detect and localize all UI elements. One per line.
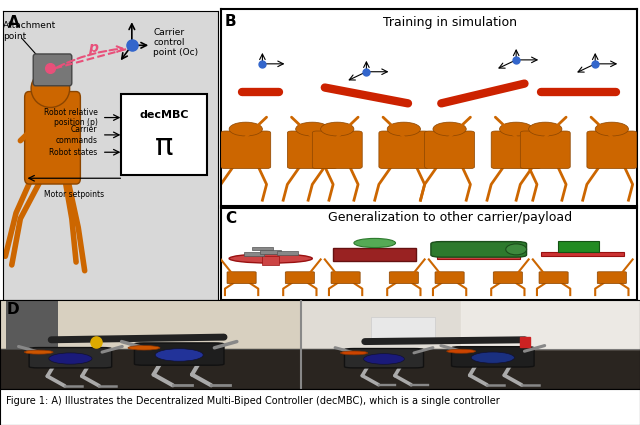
Text: Robot states: Robot states	[49, 148, 97, 157]
Text: A: A	[8, 15, 19, 30]
Text: Figure 1: A) Illustrates the Decentralized Multi-Biped Controller (decMBC), whic: Figure 1: A) Illustrates the Decentraliz…	[6, 396, 500, 406]
FancyBboxPatch shape	[435, 272, 464, 283]
Circle shape	[128, 346, 160, 350]
FancyBboxPatch shape	[597, 272, 627, 283]
Bar	[437, 255, 520, 258]
Text: Carrier
control
point (Oᴄ): Carrier control point (Oᴄ)	[154, 28, 198, 57]
Circle shape	[447, 349, 476, 353]
FancyBboxPatch shape	[33, 54, 72, 86]
Bar	[277, 251, 298, 255]
Ellipse shape	[595, 122, 628, 136]
Ellipse shape	[387, 122, 420, 136]
FancyBboxPatch shape	[379, 131, 429, 169]
FancyBboxPatch shape	[539, 272, 568, 283]
Ellipse shape	[156, 348, 204, 361]
Text: Attachment
point: Attachment point	[3, 21, 56, 40]
Ellipse shape	[321, 122, 354, 136]
FancyBboxPatch shape	[452, 347, 534, 367]
Ellipse shape	[49, 353, 92, 364]
Circle shape	[354, 238, 396, 247]
Text: decMBC: decMBC	[140, 110, 189, 120]
Text: Generalization to other carrier/payload: Generalization to other carrier/payload	[328, 211, 572, 224]
Bar	[252, 246, 273, 250]
Text: Motor setpoints: Motor setpoints	[44, 190, 104, 199]
Text: p: p	[88, 41, 98, 55]
FancyBboxPatch shape	[214, 6, 640, 209]
Bar	[244, 252, 264, 256]
Ellipse shape	[471, 352, 515, 363]
FancyBboxPatch shape	[121, 94, 207, 176]
Ellipse shape	[433, 122, 466, 136]
FancyBboxPatch shape	[344, 348, 424, 368]
FancyBboxPatch shape	[25, 91, 81, 184]
Bar	[558, 241, 600, 252]
FancyBboxPatch shape	[431, 241, 527, 257]
FancyBboxPatch shape	[285, 272, 314, 283]
FancyBboxPatch shape	[312, 131, 362, 169]
FancyBboxPatch shape	[221, 131, 271, 169]
Text: π: π	[155, 132, 173, 161]
Bar	[371, 317, 435, 343]
FancyBboxPatch shape	[425, 131, 474, 169]
Ellipse shape	[229, 254, 312, 263]
Ellipse shape	[364, 354, 404, 364]
Bar	[6, 300, 58, 348]
FancyBboxPatch shape	[214, 207, 640, 301]
Circle shape	[340, 351, 368, 355]
FancyBboxPatch shape	[520, 131, 570, 169]
FancyBboxPatch shape	[29, 348, 111, 368]
FancyBboxPatch shape	[492, 131, 541, 169]
Bar	[260, 250, 281, 254]
Text: Training in simulation: Training in simulation	[383, 17, 516, 29]
Ellipse shape	[529, 122, 562, 136]
Text: B: B	[225, 14, 237, 29]
FancyBboxPatch shape	[389, 272, 419, 283]
FancyBboxPatch shape	[493, 272, 522, 283]
FancyBboxPatch shape	[227, 272, 256, 283]
Ellipse shape	[506, 244, 527, 255]
Text: D: D	[6, 302, 19, 317]
FancyBboxPatch shape	[287, 131, 337, 169]
FancyBboxPatch shape	[587, 131, 637, 169]
FancyBboxPatch shape	[134, 343, 224, 365]
FancyBboxPatch shape	[331, 272, 360, 283]
Text: C: C	[225, 211, 236, 226]
Bar	[262, 256, 279, 265]
Text: Carrier
commands: Carrier commands	[56, 125, 97, 145]
Ellipse shape	[499, 122, 532, 136]
Ellipse shape	[31, 70, 70, 108]
Circle shape	[24, 350, 53, 354]
Bar	[541, 252, 624, 256]
Ellipse shape	[296, 122, 329, 136]
Text: Robot relative
position (p): Robot relative position (p)	[44, 108, 97, 127]
FancyBboxPatch shape	[333, 247, 417, 261]
Ellipse shape	[229, 122, 262, 136]
